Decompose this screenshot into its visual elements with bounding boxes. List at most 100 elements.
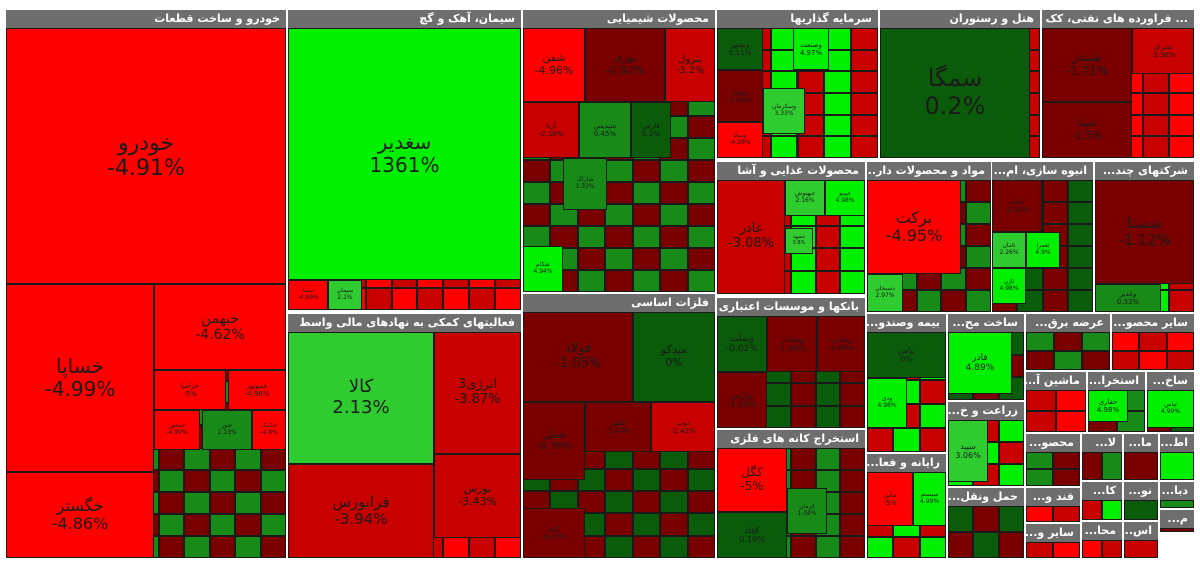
minor-stock-tile[interactable] — [1168, 136, 1194, 158]
minor-stock-tile[interactable] — [840, 514, 865, 536]
minor-stock-tile[interactable] — [941, 290, 967, 312]
stock-tile[interactable]: فارس 0.2% — [631, 102, 671, 158]
minor-stock-tile[interactable] — [365, 288, 392, 310]
stock-tile[interactable]: شاراک 1.33% — [563, 158, 607, 210]
minor-stock-tile[interactable] — [632, 468, 661, 491]
minor-stock-tile[interactable] — [1143, 93, 1169, 115]
minor-stock-tile[interactable] — [660, 513, 688, 536]
minor-stock-tile[interactable] — [791, 448, 816, 470]
minor-stock-tile[interactable] — [893, 536, 920, 558]
minor-stock-tile[interactable] — [260, 513, 286, 536]
minor-stock-tile[interactable] — [1042, 180, 1068, 202]
minor-stock-tile[interactable] — [577, 490, 606, 514]
minor-stock-tile[interactable] — [840, 470, 865, 492]
stock-tile[interactable]: برکت -4.95% — [867, 180, 961, 274]
sector[interactable]: رایانه و فعا... ماین -5% سیستم 4.99% — [867, 454, 946, 558]
stock-tile[interactable]: ودی 4.98% — [867, 378, 907, 428]
minor-stock-tile[interactable] — [815, 383, 841, 406]
minor-stock-tile[interactable] — [824, 136, 852, 158]
minor-stock-tile[interactable] — [184, 491, 210, 514]
minor-stock-tile[interactable] — [687, 513, 715, 536]
minor-stock-tile[interactable] — [791, 536, 816, 558]
minor-stock-tile[interactable] — [1026, 390, 1056, 411]
minor-stock-tile[interactable] — [1053, 542, 1080, 558]
minor-stock-tile[interactable] — [797, 136, 825, 158]
sector[interactable]: فلزات اساسی فولاد -1.05% فملی -0.76% میدکو 0% ف… — [523, 294, 715, 558]
minor-stock-tile[interactable] — [1056, 390, 1086, 411]
minor-stock-tile[interactable] — [1102, 452, 1122, 480]
minor-stock-tile[interactable] — [815, 470, 841, 492]
minor-stock-tile[interactable] — [184, 469, 210, 492]
sector[interactable]: فعالیتهای کمکی به نهادهای مالی واسط کالا 2… — [288, 314, 521, 558]
minor-stock-tile[interactable] — [998, 506, 1024, 532]
stock-tile[interactable]: ماین -5% — [867, 472, 913, 526]
minor-stock-tile[interactable] — [1160, 500, 1194, 508]
minor-stock-tile[interactable] — [632, 513, 661, 536]
minor-stock-tile[interactable] — [797, 71, 825, 93]
stock-tile[interactable]: وغدیر 0.33% — [1095, 284, 1161, 312]
sector[interactable]: استخرا... حفاری 4.98% — [1088, 372, 1145, 432]
sector[interactable]: سایر محصو... — [1112, 314, 1194, 370]
stock-tile[interactable]: آریا -2.16% — [523, 102, 579, 158]
minor-stock-tile[interactable] — [660, 160, 688, 182]
minor-stock-tile[interactable] — [260, 469, 286, 492]
minor-stock-tile[interactable] — [632, 204, 661, 226]
minor-stock-tile[interactable] — [687, 248, 715, 270]
minor-stock-tile[interactable] — [966, 224, 991, 246]
minor-stock-tile[interactable] — [209, 513, 236, 536]
minor-stock-tile[interactable] — [851, 28, 878, 50]
stock-tile[interactable]: ثاژن 4.98% — [992, 268, 1026, 304]
minor-stock-tile[interactable] — [632, 535, 661, 558]
stock-tile[interactable]: خگستر -4.86% — [6, 472, 154, 558]
minor-stock-tile[interactable] — [158, 447, 185, 470]
stock-tile[interactable]: کگل -5% — [717, 448, 787, 512]
minor-stock-tile[interactable] — [260, 491, 286, 514]
minor-stock-tile[interactable] — [605, 182, 633, 204]
minor-stock-tile[interactable] — [632, 270, 661, 292]
minor-stock-tile[interactable] — [235, 513, 261, 536]
minor-stock-tile[interactable] — [1067, 268, 1093, 290]
stock-tile[interactable]: ختور 1.13% — [202, 410, 252, 450]
minor-stock-tile[interactable] — [1067, 246, 1093, 268]
sector[interactable]: نو... — [1124, 482, 1158, 520]
minor-stock-tile[interactable] — [632, 490, 661, 514]
minor-stock-tile[interactable] — [770, 136, 798, 158]
stock-tile[interactable]: شتران -3.38% — [1132, 28, 1194, 74]
minor-stock-tile[interactable] — [1124, 452, 1158, 480]
minor-stock-tile[interactable] — [1112, 332, 1140, 351]
minor-stock-tile[interactable] — [824, 71, 852, 93]
minor-stock-tile[interactable] — [687, 160, 715, 182]
stock-tile[interactable]: میدکو 0% — [633, 312, 715, 402]
sector[interactable]: هتل و رستوران سمگا 0.2% — [880, 10, 1040, 158]
minor-stock-tile[interactable] — [660, 535, 688, 558]
stock-tile[interactable]: شبندر -1.71% — [1042, 28, 1132, 102]
minor-stock-tile[interactable] — [1067, 290, 1093, 312]
stock-tile[interactable]: بپاس 0% — [867, 332, 946, 378]
minor-stock-tile[interactable] — [235, 469, 261, 492]
minor-stock-tile[interactable] — [1124, 540, 1158, 558]
sector[interactable]: زراعت و خ... سپید 3.06% — [948, 402, 1024, 486]
stock-tile[interactable]: کچاد 0.19% — [717, 512, 787, 558]
minor-stock-tile[interactable] — [966, 202, 991, 224]
minor-stock-tile[interactable] — [158, 513, 185, 536]
stock-tile[interactable]: خموتور -4.98% — [228, 370, 286, 410]
stock-tile[interactable]: کرمان 1.04% — [787, 488, 827, 534]
stock-tile[interactable]: فملی -0.76% — [523, 402, 585, 480]
minor-stock-tile[interactable] — [1139, 351, 1167, 370]
stock-tile[interactable]: فخوز -1.47% — [585, 402, 651, 452]
minor-stock-tile[interactable] — [1166, 351, 1194, 370]
stock-tile[interactable]: غشهد 3.8% — [785, 228, 813, 254]
minor-stock-tile[interactable] — [815, 536, 841, 558]
sector[interactable]: لا... — [1082, 434, 1122, 480]
minor-stock-tile[interactable] — [791, 383, 816, 406]
minor-stock-tile[interactable] — [851, 114, 878, 137]
sector[interactable]: اس... — [1124, 522, 1158, 558]
sector[interactable]: دبا... — [1160, 482, 1194, 508]
minor-stock-tile[interactable] — [1026, 506, 1053, 522]
stock-tile[interactable]: انرژی3 -3.87% — [434, 332, 521, 454]
minor-stock-tile[interactable] — [687, 270, 715, 292]
minor-stock-tile[interactable] — [998, 464, 1024, 486]
minor-stock-tile[interactable] — [660, 226, 688, 248]
minor-stock-tile[interactable] — [966, 290, 991, 312]
minor-stock-tile[interactable] — [632, 182, 661, 204]
